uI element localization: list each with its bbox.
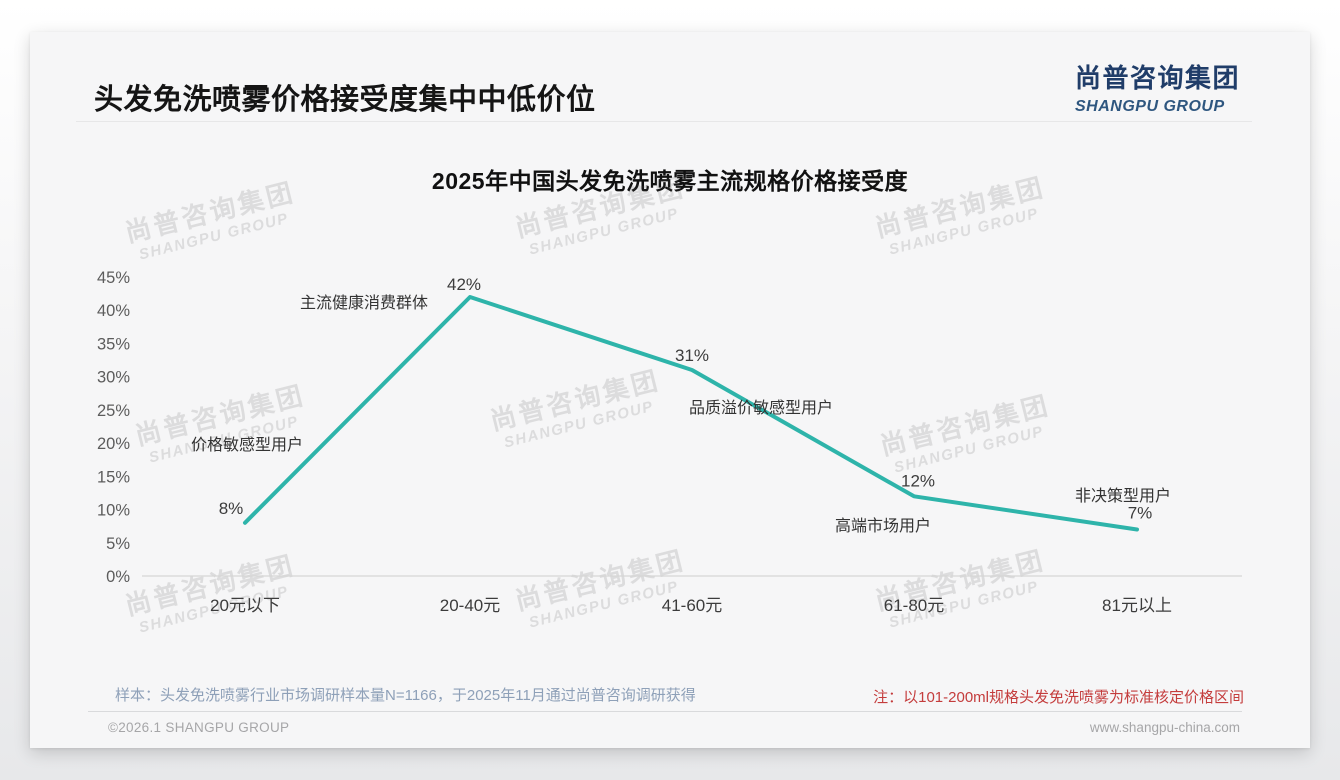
segment-annotation: 主流健康消费群体 [300, 294, 428, 312]
price-acceptance-line-chart: 0% 5% 10% 15% 20% 25% 30% 35% 40% 45% 8% 42% 31% 12% 7… [97, 269, 1242, 615]
segment-annotation: 非决策型用户 [1075, 487, 1171, 505]
segment-annotation: 高端市场用户 [835, 517, 931, 535]
trend-line [243, 295, 1139, 532]
copyright-text: ©2026.1 SHANGPU GROUP [108, 720, 290, 735]
y-axis-tick-label: 35% [97, 335, 130, 353]
data-point-label: 12% [901, 471, 935, 490]
x-axis-category-label: 20元以下 [210, 596, 280, 615]
company-logo: 尚普咨询集团 SHANGPU GROUP [1075, 58, 1240, 116]
slide-card: 尚普咨询集团 SHANGPU GROUP 尚普咨询集团 SHANGPU GROUP 尚普… [30, 32, 1310, 748]
data-point-label: 31% [675, 346, 709, 365]
header-divider [76, 121, 1252, 122]
y-axis-tick-label: 5% [106, 535, 130, 553]
data-point-label: 7% [1128, 503, 1153, 522]
footer-divider [88, 711, 1242, 712]
x-axis-category-label: 20-40元 [440, 596, 500, 615]
y-axis-tick-label: 30% [97, 369, 130, 387]
chart-title: 2025年中国头发免洗喷雾主流规格价格接受度 [431, 168, 909, 194]
website-url: www.shangpu-china.com [1089, 720, 1240, 735]
price-basis-note: 注：以101-200ml规格头发免洗喷雾为标准核定价格区间 [873, 689, 1244, 706]
y-axis-tick-label: 45% [97, 269, 130, 287]
y-axis-tick-label: 0% [106, 568, 130, 586]
data-point-label: 8% [219, 499, 244, 518]
page-title: 头发免洗喷雾价格接受度集中中低价位 [94, 84, 596, 116]
y-axis-tick-label: 20% [97, 435, 130, 453]
y-axis-tick-label: 15% [97, 468, 130, 486]
x-axis-category-label: 41-60元 [662, 596, 722, 615]
x-axis-category-label: 81元以上 [1102, 596, 1172, 615]
logo-text-cn: 尚普咨询集团 [1074, 63, 1240, 93]
y-axis-tick-label: 25% [97, 402, 130, 420]
sample-note: 样本：头发免洗喷雾行业市场调研样本量N=1166，于2025年11月通过尚普咨询… [115, 687, 696, 704]
data-point-label: 42% [447, 275, 481, 294]
segment-annotation: 品质溢价敏感型用户 [689, 399, 833, 417]
logo-text-en: SHANGPU GROUP [1074, 98, 1225, 115]
x-axis-category-label: 61-80元 [884, 596, 944, 615]
y-axis-tick-label: 40% [97, 302, 130, 320]
y-axis-tick-label: 10% [97, 502, 130, 520]
segment-annotation: 价格敏感型用户 [191, 436, 303, 454]
